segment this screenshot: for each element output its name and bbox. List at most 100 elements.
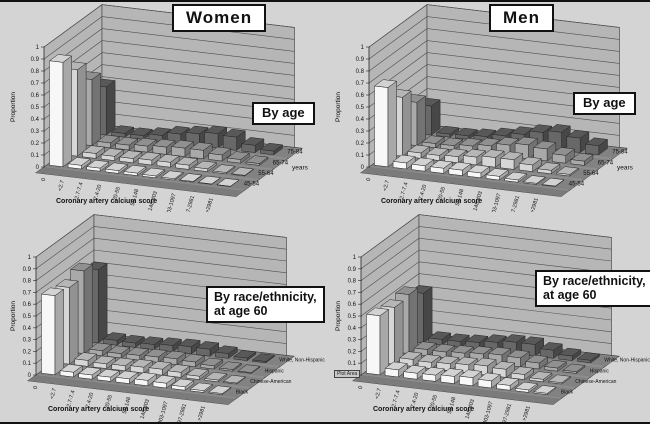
depth-series-label: Black <box>236 390 249 396</box>
bar <box>174 156 199 170</box>
x-tick-label: 20-55 <box>437 186 447 201</box>
bar-front-face <box>126 353 140 361</box>
bar-front-face <box>562 370 577 374</box>
depth-series-label: Chinese-American <box>250 379 291 385</box>
y-tick-label: 0.3 <box>356 129 365 135</box>
bar <box>499 151 524 170</box>
bar-front-face <box>78 373 93 380</box>
x-axis-title: Coronary artery calcium score <box>48 406 149 413</box>
chart-men-by-age: 0 0.1 0.2 0.3 0.4 0.5 0.6 0.7 0.8 0.9 1 0 <2.7 2.7-7.… <box>325 2 650 212</box>
bar-front-face <box>185 374 200 380</box>
bar <box>195 341 220 357</box>
chart-floor-front-band <box>361 167 569 197</box>
depth-axis-title: years <box>292 164 309 171</box>
bar-front-face <box>533 391 548 395</box>
bar-front-face <box>105 168 119 174</box>
annotation-text: By race/ethnicity, <box>543 274 646 288</box>
x-tick-label: <2.7 <box>382 180 391 192</box>
bar <box>133 137 158 153</box>
bar-front-face <box>366 313 381 376</box>
y-tick-label: 0.7 <box>356 81 365 87</box>
plot-area-tooltip: Plot Area <box>334 370 361 378</box>
y-tick-label: 0.9 <box>23 267 32 273</box>
bar-front-face <box>86 166 101 172</box>
depth-series-label: White, Non-Hispanic <box>279 358 325 364</box>
y-tick-label: 0.3 <box>31 129 40 135</box>
bar <box>160 170 184 181</box>
x-tick-label: 55-148 <box>447 396 457 414</box>
bar-front-face <box>190 388 204 393</box>
bar-front-face <box>171 146 186 157</box>
chart-panel-women-by-age: 0 0.1 0.2 0.3 0.4 0.5 0.6 0.7 0.8 0.9 1 0 <2.7 2.7-7.… <box>0 2 325 212</box>
x-tick-label: 7.4-20 <box>410 392 420 409</box>
bar <box>73 352 98 367</box>
y-tick-label: 0.4 <box>356 117 365 123</box>
y-tick-label: 0.1 <box>31 153 40 159</box>
gridline <box>35 237 287 281</box>
x-tick-label: 20-55 <box>104 394 114 409</box>
y-tick-label: 0.4 <box>348 326 357 332</box>
y-tick-label: 0 <box>28 373 32 379</box>
bar-side-face <box>91 72 101 147</box>
bar-front-face <box>411 163 426 172</box>
y-tick-label: 0.4 <box>31 117 40 123</box>
bar-front-face <box>119 156 134 164</box>
bar-front-face <box>222 135 237 151</box>
bar-front-face <box>179 179 194 183</box>
bar <box>59 364 83 378</box>
depth-series-label: Chinese-American <box>575 379 616 385</box>
bar-front-face <box>252 359 267 364</box>
bar <box>481 149 505 168</box>
gridline <box>35 249 287 293</box>
bar-front-face <box>196 347 211 357</box>
bar-front-face <box>518 163 533 172</box>
bar-front-face <box>175 163 190 170</box>
bar <box>446 333 470 348</box>
gridline <box>35 214 287 258</box>
y-tick-label: 0.2 <box>348 349 357 355</box>
bar-front-face <box>231 173 246 177</box>
bar-front-face <box>74 358 89 367</box>
bar-side-face <box>416 95 426 147</box>
bar <box>230 167 255 177</box>
bar <box>543 359 568 372</box>
depth-series-label: 45-54 <box>569 182 585 188</box>
bar-front-face <box>454 134 469 140</box>
y-tick-label: 0.9 <box>348 267 357 273</box>
bar <box>121 334 145 348</box>
bar <box>100 148 124 162</box>
x-tick-label: >2981 <box>197 405 207 422</box>
bar <box>570 152 594 166</box>
annotation-by-race: By race/ethnicity, at age 60 <box>535 270 650 307</box>
x-tick-label: 7.4-20 <box>93 184 103 201</box>
x-tick-label: 2.7-7.4 <box>399 182 409 200</box>
bar-front-face <box>448 168 463 176</box>
y-tick-label: 0.1 <box>348 361 357 367</box>
x-tick-label: 0 <box>41 177 48 182</box>
bar-front-face <box>49 60 64 168</box>
bar-front-face <box>241 143 256 153</box>
bar-front-face <box>97 375 111 382</box>
bar <box>40 287 65 376</box>
bar-front-face <box>115 143 130 151</box>
bar <box>576 352 601 364</box>
bar <box>233 350 257 362</box>
bar <box>555 166 580 177</box>
bar-front-face <box>212 170 227 175</box>
annotation-by-age: By age <box>573 92 636 115</box>
bar-front-face <box>422 373 436 382</box>
bar-side-face <box>423 286 433 344</box>
x-tick-label: >2981 <box>530 197 540 212</box>
bar-front-face <box>510 372 525 380</box>
bar <box>111 357 135 372</box>
y-tick-label: 0.9 <box>356 57 365 63</box>
bar-front-face <box>537 168 552 175</box>
bar <box>189 142 213 160</box>
bar-front-face <box>440 374 455 384</box>
bar-front-face <box>171 385 186 391</box>
bar-front-face <box>436 132 451 138</box>
bar-front-face <box>160 176 175 181</box>
chart-women-by-race: 0 0.1 0.2 0.3 0.4 0.5 0.6 0.7 0.8 0.9 1 0 <2.7 2.7-7.… <box>0 212 325 422</box>
bar-front-face <box>107 351 122 359</box>
